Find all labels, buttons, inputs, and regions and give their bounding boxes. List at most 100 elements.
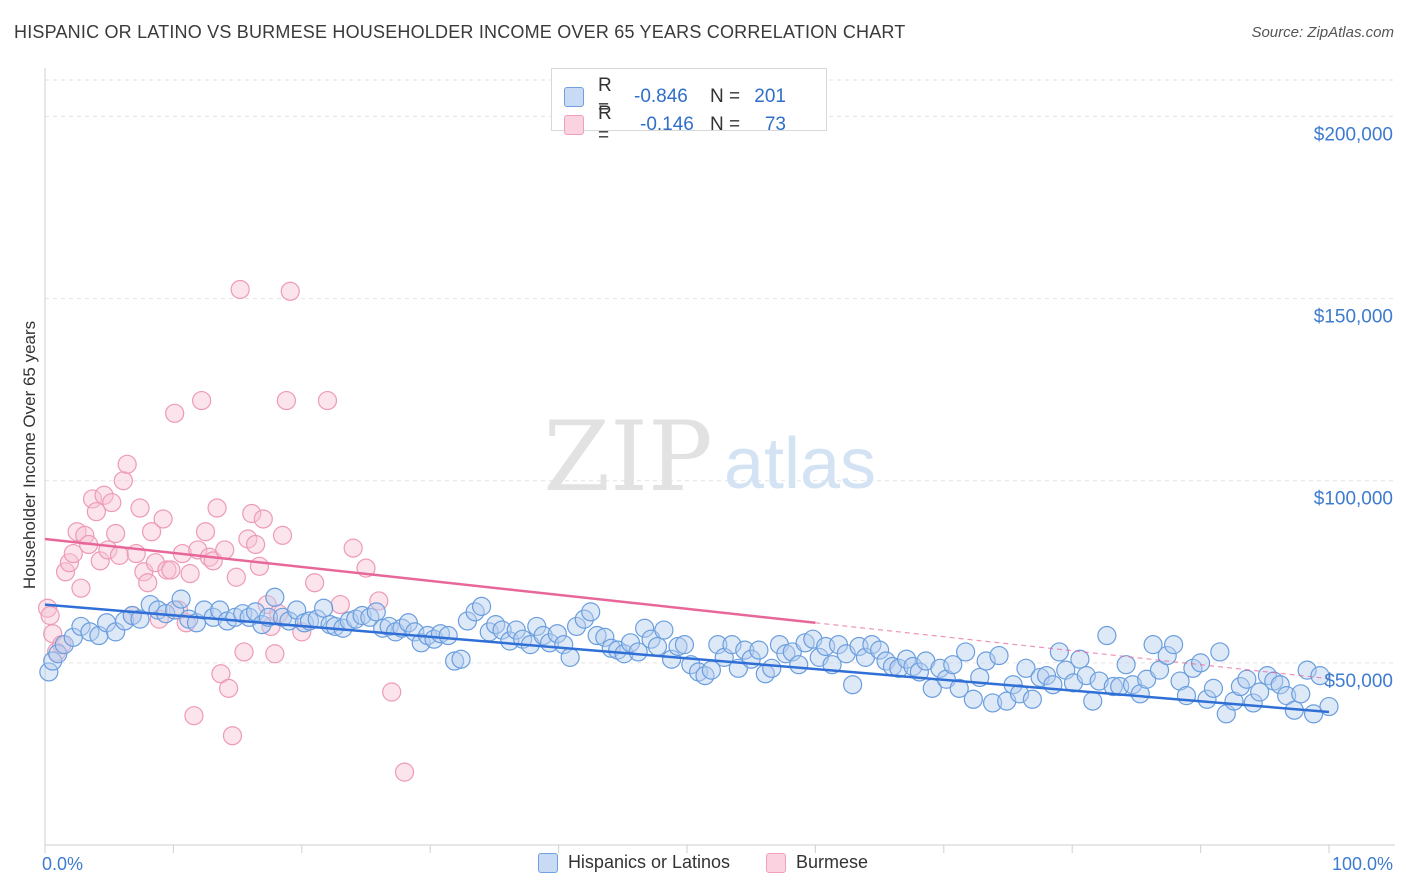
hispanic-point: [1190, 653, 1211, 673]
legend-label-burmese: Burmese: [796, 852, 869, 872]
burmese-point: [141, 522, 162, 542]
hispanic-points: [39, 587, 1339, 724]
legend-item-hispanic[interactable]: Hispanics or Latinos: [537, 852, 731, 873]
burmese-point: [102, 492, 122, 513]
burmese-point: [138, 573, 158, 593]
burmese-point: [165, 403, 185, 423]
hispanic-point: [930, 658, 950, 678]
burmese-point: [222, 726, 243, 746]
y-tick-label: $100,000: [1314, 489, 1393, 510]
burmese-point: [161, 560, 181, 580]
hispanic-point: [1230, 676, 1251, 697]
hispanic-point: [1049, 642, 1069, 662]
y-tick-label: $50,000: [1324, 671, 1393, 692]
burmese-point: [109, 545, 130, 565]
hispanic-point: [130, 609, 150, 629]
y-tick-labels: $50,000 $100,000 $150,000 $200,000: [1314, 124, 1393, 691]
hispanic-point: [976, 651, 996, 671]
hispanic-point: [411, 633, 431, 653]
stats-n-value: 73: [764, 114, 786, 135]
hispanic-point: [560, 647, 580, 667]
burmese-point: [265, 644, 285, 664]
stats-row-hispanic: R = -0.846 N = 201: [564, 75, 786, 119]
hispanic-point: [1022, 689, 1042, 709]
hispanic-point: [776, 644, 796, 664]
burmese-point: [245, 534, 266, 555]
hispanic-trend-line: [44, 603, 1330, 714]
legend-label-hispanic: Hispanics or Latinos: [567, 852, 731, 872]
hispanic-point: [628, 642, 648, 662]
hispanic-point: [1157, 645, 1177, 666]
x-tick-label: 100.0%: [1332, 854, 1393, 874]
stats-n-label: N =: [710, 114, 741, 135]
hispanic-point: [352, 605, 372, 626]
x-tick-labels: 0.0% 100.0%: [42, 854, 1393, 874]
stats-row-burmese: R = -0.146 N = 73: [564, 103, 786, 147]
hispanic-point: [647, 636, 668, 657]
hispanic-point: [963, 689, 983, 709]
stats-n-value: 201: [754, 86, 786, 107]
burmese-point: [180, 564, 200, 584]
hispanic-point: [1250, 682, 1270, 702]
hispanic-point: [171, 589, 191, 609]
burmese-point: [280, 281, 300, 301]
watermark-atlas: atlas: [724, 424, 876, 504]
burmese-trend-line: [44, 537, 816, 625]
burmese-point: [230, 279, 250, 300]
burmese-point: [234, 642, 254, 662]
hispanic-point: [762, 658, 782, 678]
hispanic-point: [314, 598, 334, 618]
hispanic-point: [265, 587, 285, 607]
burmese-point: [130, 498, 150, 518]
burmese-point: [117, 454, 137, 474]
burmese-point: [145, 553, 166, 573]
stats-n-label: N =: [710, 86, 741, 107]
hispanic-point: [574, 609, 594, 629]
burmese-point: [94, 485, 114, 505]
hispanic-point: [722, 635, 742, 655]
stats-swatch-burmese: [564, 115, 584, 135]
burmese-point: [90, 551, 110, 571]
hispanic-point: [1197, 689, 1217, 709]
hispanic-point: [668, 636, 688, 657]
legend-item-burmese[interactable]: Burmese: [766, 852, 868, 873]
hispanic-point: [1319, 696, 1339, 717]
hispanic-point: [1009, 684, 1030, 704]
burmese-point: [82, 489, 103, 509]
burmese-point: [153, 509, 173, 529]
hispanic-point: [1083, 691, 1103, 711]
x-tick-label: 0.0%: [42, 854, 83, 874]
hispanic-point: [1143, 635, 1163, 655]
hispanic-point: [451, 649, 471, 669]
burmese-point: [276, 390, 296, 411]
hispanic-point: [943, 655, 963, 675]
burmese-point: [207, 498, 227, 518]
hispanic-point: [581, 602, 601, 622]
burmese-point: [37, 598, 58, 618]
hispanic-point: [346, 609, 366, 629]
stats-r-label: R =: [598, 75, 612, 118]
burmese-point: [215, 540, 235, 560]
burmese-point: [106, 523, 126, 544]
hispanic-point: [982, 693, 1003, 713]
hispanic-point: [1164, 635, 1184, 655]
hispanic-point: [1176, 686, 1197, 706]
burmese-point: [317, 390, 338, 411]
burmese-point: [394, 762, 415, 782]
stats-box: R = -0.846 N = 201 R = -0.146 N = 73: [551, 68, 827, 146]
hispanic-point: [71, 616, 91, 637]
hispanic-point: [789, 655, 809, 675]
hispanic-point: [1070, 649, 1090, 669]
burmese-point: [330, 594, 350, 615]
hispanic-point: [749, 640, 769, 660]
stats-swatch-hispanic: [564, 87, 584, 107]
burmese-point: [113, 471, 133, 491]
watermark: ZIP atlas: [543, 401, 876, 513]
hispanic-point: [366, 602, 386, 622]
burmese-point: [272, 525, 293, 545]
hispanic-point: [444, 651, 465, 671]
hispanic-point: [325, 616, 345, 637]
axes: [44, 68, 1395, 853]
burmese-point: [71, 578, 91, 598]
